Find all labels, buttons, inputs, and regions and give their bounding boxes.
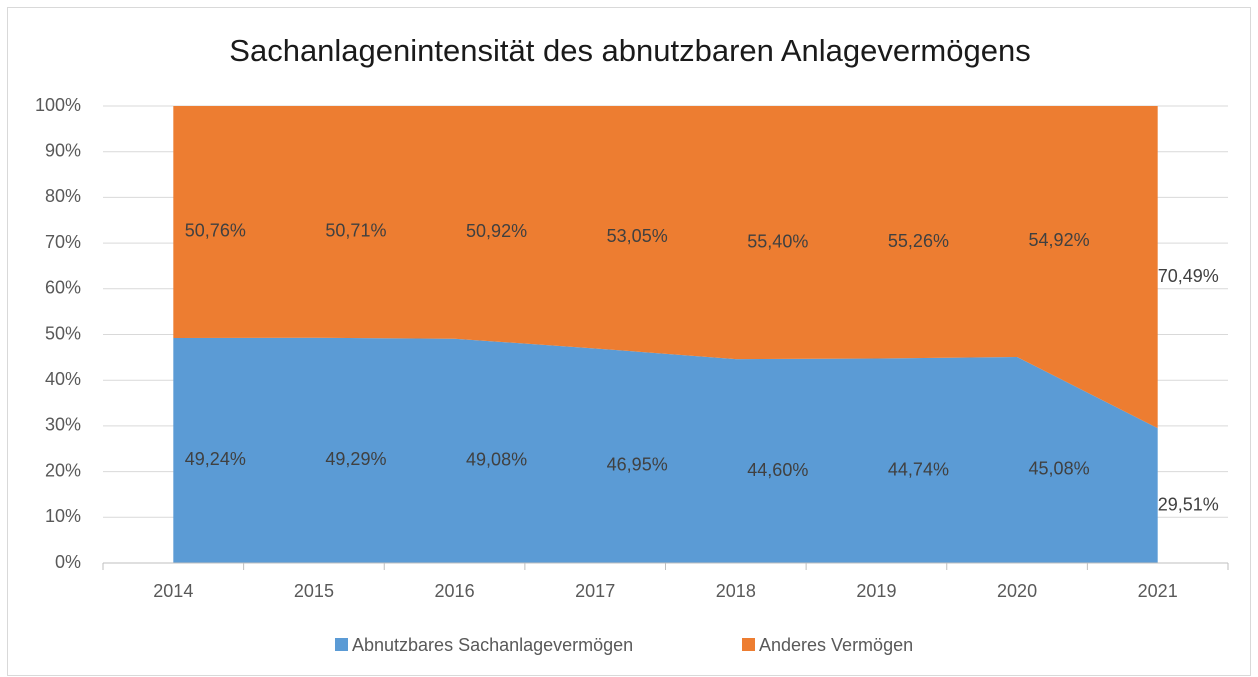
y-tick-label: 100% (35, 95, 81, 115)
x-tick-label: 2017 (575, 581, 615, 601)
x-tick-label: 2020 (997, 581, 1037, 601)
chart-title: Sachanlagenintensität des abnutzbaren An… (229, 33, 1030, 68)
legend-swatch (742, 638, 755, 651)
x-tick-label: 2015 (294, 581, 334, 601)
area (173, 106, 1158, 429)
data-label: 70,49% (1158, 266, 1219, 286)
legend-label: Anderes Vermögen (759, 635, 913, 655)
data-label: 50,76% (185, 221, 246, 241)
y-tick-label: 90% (45, 140, 81, 160)
data-label: 55,26% (888, 231, 949, 251)
data-label: 29,51% (1158, 494, 1219, 514)
data-label: 53,05% (607, 226, 668, 246)
data-label: 50,92% (466, 221, 527, 241)
x-tick-label: 2021 (1138, 581, 1178, 601)
data-label: 44,60% (747, 460, 808, 480)
legend-swatch (335, 638, 348, 651)
y-tick-label: 10% (45, 506, 81, 526)
y-tick-label: 60% (45, 278, 81, 298)
x-tick-label: 2018 (716, 581, 756, 601)
y-tick-label: 50% (45, 323, 81, 343)
data-label: 55,40% (747, 231, 808, 251)
data-label: 49,24% (185, 449, 246, 469)
data-label: 49,29% (325, 449, 386, 469)
y-tick-label: 70% (45, 232, 81, 252)
data-label: 49,08% (466, 450, 527, 470)
area (173, 337, 1158, 563)
data-label: 44,74% (888, 460, 949, 480)
y-tick-label: 20% (45, 460, 81, 480)
y-tick-label: 40% (45, 369, 81, 389)
y-tick-label: 0% (55, 552, 81, 572)
data-label: 46,95% (607, 454, 668, 474)
y-tick-label: 30% (45, 415, 81, 435)
y-tick-label: 80% (45, 186, 81, 206)
data-label: 54,92% (1029, 230, 1090, 250)
x-tick-label: 2014 (153, 581, 193, 601)
data-label: 45,08% (1029, 459, 1090, 479)
data-label: 50,71% (325, 221, 386, 241)
x-tick-label: 2019 (856, 581, 896, 601)
x-tick-label: 2016 (435, 581, 475, 601)
legend-label: Abnutzbares Sachanlagevermögen (352, 635, 633, 655)
